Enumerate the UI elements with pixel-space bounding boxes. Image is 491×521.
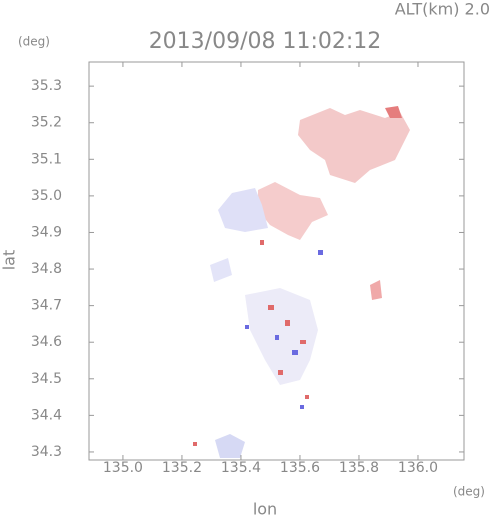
echo-cell [193,442,197,446]
echo-cell [275,335,279,340]
echo-cell [305,395,309,399]
echo-cell [268,305,274,310]
y-tick-label: 35.1 [31,151,62,167]
y-tick-label: 34.3 [31,444,62,460]
echo-region [215,434,245,458]
x-tick-label: 135.2 [162,460,202,476]
echo-cell [245,325,249,329]
echo-region [218,188,268,232]
x-unit: (deg) [453,485,485,499]
echo-cell [292,350,298,355]
echo-cell [260,240,264,245]
echo-region [245,288,318,385]
x-tick-label: 135.6 [280,460,320,476]
echo-region [258,182,328,240]
x-tick-label: 135.0 [103,460,143,476]
y-tick-label: 35.3 [31,78,62,94]
y-tick-label: 35.0 [31,188,62,204]
altitude-label: ALT(km) 2.0 [395,0,490,19]
echo-cell [300,340,306,344]
y-tick-label: 34.7 [31,298,62,314]
echo-region [370,280,382,300]
echo-cell [285,320,290,326]
y-tick-label: 34.8 [31,261,62,277]
x-tick-label: 136.0 [398,460,438,476]
echo-region [210,258,232,282]
x-axis-label: lon [253,500,277,519]
y-axis-label: lat [0,250,19,271]
x-tick-label: 135.4 [221,460,261,476]
echo-cell [318,250,323,255]
y-tick-label: 35.2 [31,115,62,131]
y-unit: (deg) [18,35,50,49]
echo-regions [193,106,410,458]
chart-title: 2013/09/08 11:02:12 [149,29,382,54]
y-tick-label: 34.4 [31,407,62,423]
x-tick-label: 135.8 [339,460,379,476]
echo-region [385,106,402,118]
y-tick-label: 34.5 [31,371,62,387]
echo-cell [300,405,304,409]
plot-frame [88,61,465,461]
y-tick-label: 34.9 [31,224,62,240]
echo-region [298,108,410,183]
y-tick-label: 34.6 [31,334,62,350]
echo-cell [278,370,283,375]
